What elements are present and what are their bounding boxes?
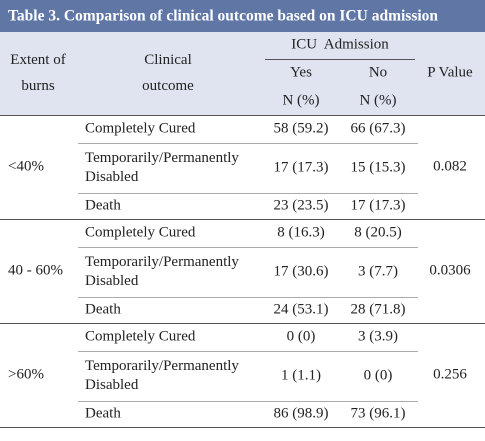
group-rule: [0, 323, 485, 324]
row-rule: [78, 193, 418, 194]
outcome-cell: Death: [85, 197, 121, 214]
p-cell: 0.082: [433, 158, 467, 175]
yes-cell: 23 (23.5): [273, 197, 329, 214]
no-cell: 66 (67.3): [350, 120, 406, 137]
no-cell: 28 (71.8): [350, 301, 406, 318]
no-cell: 15 (15.3): [350, 159, 406, 176]
header-n: N (%): [282, 92, 320, 109]
yes-cell: 17 (17.3): [273, 159, 329, 176]
outcome-cell: Temporarily/Permanently Disabled: [85, 254, 239, 289]
no-cell: 3 (7.7): [358, 263, 398, 280]
extent-cell: >60%: [8, 366, 44, 383]
group-rule: [0, 427, 485, 428]
outcome-cell: Completely Cured: [85, 328, 196, 345]
no-cell: 17 (17.3): [350, 197, 406, 214]
yes-cell: 8 (16.3): [277, 224, 325, 241]
row-rule: [78, 401, 418, 402]
rule: [0, 115, 485, 116]
no-cell: 8 (20.5): [354, 224, 402, 241]
yes-cell: 58 (59.2): [273, 120, 329, 137]
yes-cell: 24 (53.1): [273, 301, 329, 318]
outcome-cell: Death: [85, 301, 121, 318]
row-rule: [78, 297, 418, 298]
yes-cell: 0 (0): [286, 328, 316, 345]
outcome-cell: Temporarily/Permanently Disabled: [85, 150, 239, 185]
outcome-cell: Temporarily/Permanently Disabled: [85, 358, 239, 393]
extent-cell: <40%: [8, 158, 44, 175]
header-yes: Yes: [290, 64, 312, 81]
row-rule: [78, 247, 418, 248]
title-bar: [0, 0, 485, 32]
p-cell: 0.256: [433, 366, 467, 383]
outcome-cell: Completely Cured: [85, 120, 196, 137]
no-cell: 3 (3.9): [358, 328, 398, 345]
header-no: No: [368, 64, 388, 81]
header-clinical: Clinical outcome: [142, 52, 194, 94]
rule: [265, 59, 415, 60]
header-icu: ICU Admission: [291, 36, 389, 53]
outcome-cell: Death: [85, 405, 121, 422]
row-rule: [78, 351, 418, 352]
yes-cell: 86 (98.9): [273, 405, 329, 422]
yes-cell: 1 (1.1): [281, 367, 321, 384]
header-bg: [0, 32, 485, 115]
p-cell: 0.0306: [429, 262, 471, 279]
outcome-cell: Completely Cured: [85, 224, 196, 241]
header-p: P Value: [427, 64, 473, 81]
no-cell: 0 (0): [363, 367, 393, 384]
table-title: Table 3. Comparison of clinical outcome …: [8, 7, 439, 25]
extent-cell: 40 - 60%: [8, 262, 63, 279]
no-cell: 73 (96.1): [350, 405, 406, 422]
group-rule: [0, 219, 485, 220]
header-n: N (%): [359, 92, 397, 109]
row-rule: [78, 143, 418, 144]
header-extent: Extent of burns: [10, 52, 66, 94]
yes-cell: 17 (30.6): [273, 263, 329, 280]
